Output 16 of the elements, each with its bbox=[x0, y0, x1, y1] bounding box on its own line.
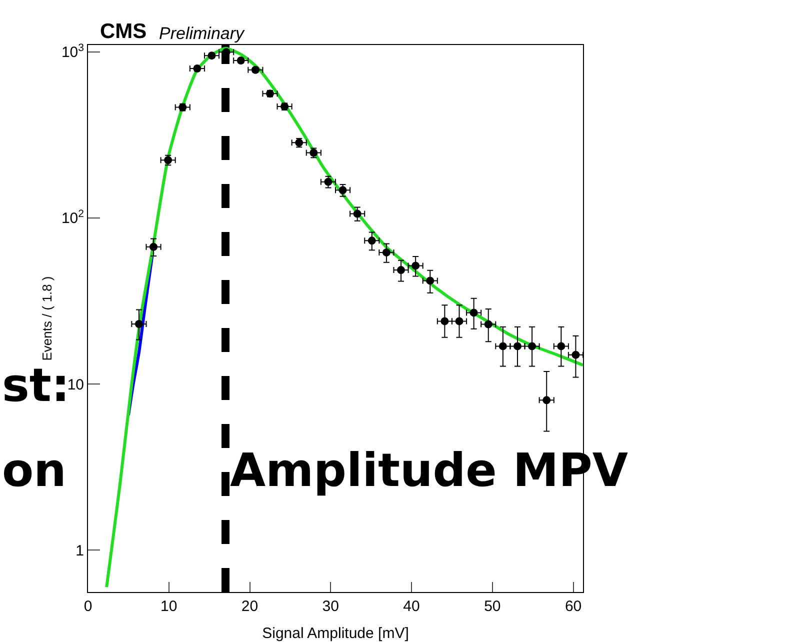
y-tick-label: 10 bbox=[67, 376, 84, 394]
text: on bbox=[2, 443, 66, 497]
y-tick-label: 10$^{2}$ bbox=[61, 208, 84, 228]
x-tick-label: 30 bbox=[322, 598, 339, 615]
y-axis-title: Events / ( 1.8 ) bbox=[39, 276, 54, 361]
x-tick-label: 10 bbox=[160, 598, 178, 615]
x-axis-title: Signal Amplitude [mV] bbox=[262, 625, 409, 642]
x-tick-label: 50 bbox=[484, 598, 501, 615]
y-tick-label: 10$^{3}$ bbox=[61, 42, 84, 62]
x-tick-label: 60 bbox=[564, 598, 582, 615]
x-tick-label: 20 bbox=[241, 598, 258, 615]
chart-subtitle: Preliminary bbox=[159, 24, 246, 43]
x-tick-label: 0 bbox=[84, 598, 92, 615]
y-tick-label: 1 bbox=[76, 542, 84, 560]
chart-title: CMS bbox=[100, 20, 147, 43]
x-tick-label: 40 bbox=[403, 598, 420, 615]
